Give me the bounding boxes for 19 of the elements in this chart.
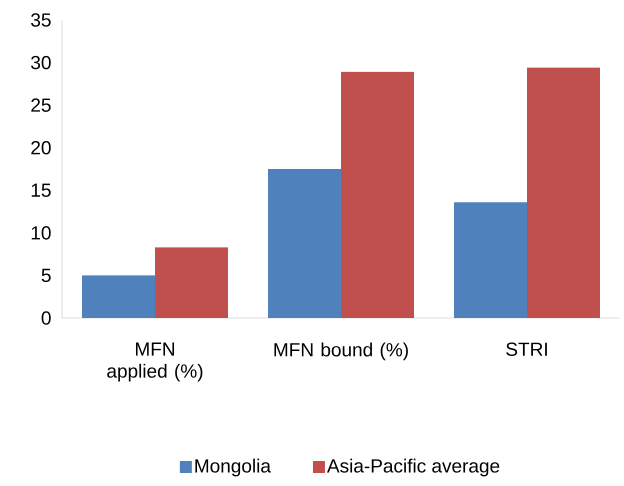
bar — [527, 68, 600, 318]
bar — [155, 247, 228, 318]
y-tick-label: 15 — [32, 184, 51, 197]
y-tick-label: 30 — [31, 56, 51, 70]
bar — [268, 168, 341, 318]
bar — [341, 72, 414, 318]
legend-label: Asia-Pacific average — [326, 458, 500, 476]
x-tick-label: MFN bound (%) — [274, 342, 408, 360]
x-tick-label: MFN applied (%) — [107, 342, 202, 382]
y-tick-label: 25 — [31, 98, 51, 112]
y-tick-label: 10 — [32, 226, 51, 240]
bar — [454, 202, 527, 318]
legend-label: Mongolia — [195, 458, 271, 476]
bar — [82, 275, 156, 318]
y-tick-label: 20 — [31, 140, 51, 154]
x-tick-label: STRI — [506, 342, 547, 356]
y-tick-label: 35 — [31, 13, 51, 27]
y-tick-label: 0 — [42, 311, 51, 325]
y-tick-label: 5 — [42, 268, 51, 282]
